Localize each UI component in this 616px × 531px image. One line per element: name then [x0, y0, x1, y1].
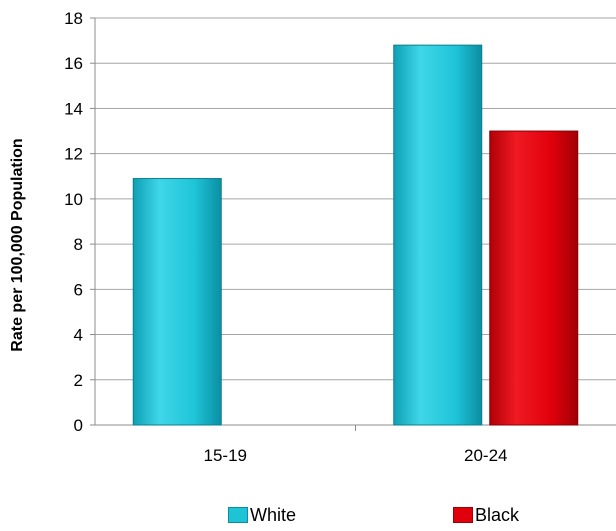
bars	[132, 44, 579, 426]
legend-swatch-white	[228, 507, 248, 523]
legend-item-white: White	[228, 502, 296, 528]
y-tick-label: 4	[74, 326, 83, 345]
x-tick-label: 15-19	[204, 446, 247, 465]
y-tick-label: 16	[64, 54, 83, 73]
y-tick-label: 14	[64, 99, 83, 118]
y-tick-label: 10	[64, 190, 83, 209]
y-tick-label: 0	[74, 416, 83, 435]
bar-chart: 0 2 4 6 8 10 12 14 16 18 15-19 20-24 Rate per 100,0…	[9, 9, 616, 465]
x-tick-label: 20-24	[464, 446, 507, 465]
y-tick-label: 8	[74, 235, 83, 254]
y-tick-label: 18	[64, 9, 83, 28]
y-tick-label: 6	[74, 280, 83, 299]
tick-labels: 0 2 4 6 8 10 12 14 16 18 15-19 20-24	[64, 9, 507, 465]
legend-item-black: Black	[453, 502, 519, 528]
legend-label-black: Black	[475, 504, 520, 525]
bar-white-20-24	[393, 44, 483, 426]
legend-swatch-black	[453, 507, 473, 523]
y-tick-label: 12	[64, 145, 83, 164]
y-tick-label: 2	[74, 371, 83, 390]
bar-black-20-24	[489, 130, 579, 426]
legend-label-white: White	[250, 504, 297, 525]
y-axis-label: Rate per 100,000 Population	[9, 138, 26, 351]
bar-white-15-19	[132, 178, 222, 426]
